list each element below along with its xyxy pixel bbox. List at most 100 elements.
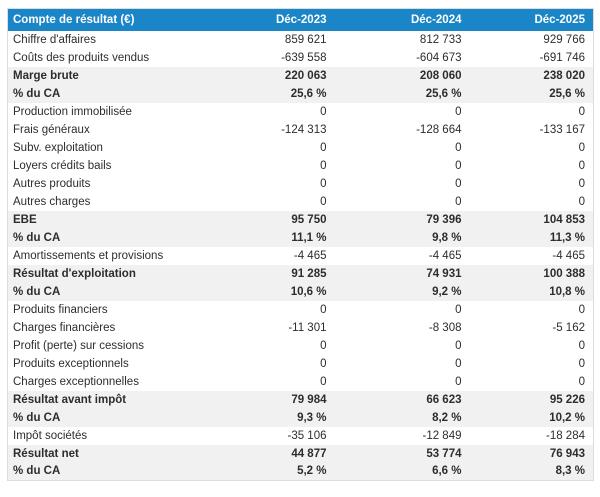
row-label: Charges financières: [13, 321, 116, 334]
row-label: Impôt sociétés: [13, 429, 88, 442]
row-label: Résultat net: [13, 447, 79, 460]
table-row: Charges financières -11 301 -8 308 -5 16…: [7, 318, 594, 337]
row-value-dec-2023: 11,1 %: [291, 231, 327, 244]
row-value-dec-2025: 0: [578, 357, 585, 370]
row-value-dec-2024: 79 396: [426, 213, 462, 226]
row-value-dec-2025: 100 388: [543, 267, 585, 280]
table-row: Chiffre d'affaires 859 621 812 733 929 7…: [7, 30, 594, 49]
row-value-dec-2025: 238 020: [543, 69, 585, 82]
income-statement-table: Compte de résultat (€) Déc-2023 Déc-2024…: [7, 8, 594, 481]
row-value-dec-2023: -11 301: [288, 321, 327, 334]
row-value-dec-2023: 0: [320, 339, 327, 352]
row-value-dec-2024: 0: [455, 375, 462, 388]
row-value-dec-2025: 0: [578, 105, 585, 118]
row-value-dec-2023: 25,6 %: [290, 87, 327, 100]
row-label: Produits financiers: [13, 303, 108, 316]
row-label: % du CA: [13, 411, 61, 424]
row-value-dec-2025: 104 853: [543, 213, 585, 226]
row-value-dec-2023: 0: [320, 375, 327, 388]
row-value-dec-2025: 8,3 %: [555, 465, 585, 478]
row-value-dec-2023: 91 285: [291, 267, 327, 280]
table-row: Résultat d'exploitation 91 285 74 931 10…: [7, 264, 594, 283]
row-value-dec-2024: 53 774: [426, 447, 462, 460]
row-label: % du CA: [13, 285, 61, 298]
row-value-dec-2024: -604 673: [416, 51, 462, 64]
table-row: Résultat net 44 877 53 774 76 943: [7, 444, 594, 463]
table-row: Impôt sociétés -35 106 -12 849 -18 284: [7, 426, 594, 445]
compte-de-resultat: Compte de résultat (€) Déc-2023 Déc-2024…: [7, 8, 594, 481]
row-value-dec-2025: 0: [578, 195, 585, 208]
header-title: Compte de résultat (€): [7, 8, 205, 31]
table-row: % du CA 10,6 % 9,2 % 10,8 %: [7, 282, 594, 301]
table-row: % du CA 9,3 % 8,2 % 10,2 %: [7, 408, 594, 427]
row-value-dec-2025: 10,8 %: [549, 285, 585, 298]
row-value-dec-2025: -133 167: [539, 123, 585, 136]
row-value-dec-2024: 66 623: [426, 393, 462, 406]
row-value-dec-2024: 25,6 %: [425, 87, 462, 100]
row-label: Frais généraux: [13, 123, 90, 136]
table-row: Marge brute 220 063 208 060 238 020: [7, 66, 594, 85]
table-body: Chiffre d'affaires 859 621 812 733 929 7…: [7, 30, 594, 481]
row-label: Résultat d'exploitation: [13, 267, 136, 280]
row-label: Marge brute: [13, 69, 79, 82]
row-label: Subv. exploitation: [13, 141, 103, 154]
row-label: % du CA: [13, 465, 61, 478]
row-label: Amortissements et provisions: [13, 249, 164, 262]
row-label: Produits exceptionnels: [13, 357, 129, 370]
table-row: Charges exceptionnelles 0 0 0: [7, 372, 594, 391]
row-value-dec-2024: 0: [455, 105, 462, 118]
row-value-dec-2024: -8 308: [428, 321, 462, 334]
table-row: Produits exceptionnels 0 0 0: [7, 354, 594, 373]
row-value-dec-2024: -128 664: [416, 123, 462, 136]
row-value-dec-2024: 8,2 %: [432, 411, 462, 424]
table-row: % du CA 5,2 % 6,6 % 8,3 %: [7, 462, 594, 481]
row-label: % du CA: [13, 87, 61, 100]
row-label: Chiffre d'affaires: [13, 33, 96, 46]
row-label: Autres produits: [13, 177, 91, 190]
row-value-dec-2025: 0: [578, 141, 585, 154]
row-value-dec-2023: 9,3 %: [297, 411, 327, 424]
table-row: Production immobilisée 0 0 0: [7, 102, 594, 121]
row-value-dec-2023: 0: [320, 195, 327, 208]
row-value-dec-2023: 44 877: [291, 447, 327, 460]
row-value-dec-2024: 0: [455, 303, 462, 316]
row-label: Loyers crédits bails: [13, 159, 112, 172]
table-row: Profit (perte) sur cessions 0 0 0: [7, 336, 594, 355]
header-col-dec-2024: Déc-2024: [334, 8, 470, 31]
row-value-dec-2023: 0: [320, 141, 327, 154]
table-row: Amortissements et provisions -4 465 -4 4…: [7, 246, 594, 265]
row-value-dec-2024: 0: [455, 177, 462, 190]
header-col-dec-2023: Déc-2023: [204, 8, 335, 31]
row-value-dec-2023: 0: [320, 105, 327, 118]
table-row: Autres produits 0 0 0: [7, 174, 594, 193]
row-value-dec-2023: 0: [320, 159, 327, 172]
table-row: Frais généraux -124 313 -128 664 -133 16…: [7, 120, 594, 139]
row-value-dec-2023: 95 750: [291, 213, 327, 226]
table-header: Compte de résultat (€) Déc-2023 Déc-2024…: [7, 8, 594, 31]
row-value-dec-2025: 0: [578, 339, 585, 352]
row-value-dec-2024: -4 465: [428, 249, 462, 262]
table-row: % du CA 11,1 % 9,8 % 11,3 %: [7, 228, 594, 247]
row-label: Coûts des produits vendus: [13, 51, 150, 64]
row-value-dec-2025: 11,3 %: [549, 231, 585, 244]
row-value-dec-2024: 9,2 %: [432, 285, 462, 298]
row-value-dec-2024: 6,6 %: [432, 465, 462, 478]
row-value-dec-2024: 0: [455, 159, 462, 172]
row-value-dec-2025: 0: [578, 375, 585, 388]
row-value-dec-2023: -35 106: [287, 429, 327, 442]
row-value-dec-2024: 9,8 %: [432, 231, 462, 244]
row-value-dec-2025: 25,6 %: [549, 87, 585, 100]
row-value-dec-2024: 0: [455, 195, 462, 208]
row-value-dec-2023: -639 558: [281, 51, 327, 64]
row-value-dec-2023: 5,2 %: [297, 465, 327, 478]
row-value-dec-2024: 812 733: [419, 33, 462, 46]
row-value-dec-2023: -4 465: [293, 249, 327, 262]
row-value-dec-2023: 10,6 %: [290, 285, 327, 298]
row-value-dec-2023: -124 313: [281, 123, 327, 136]
header-row: Compte de résultat (€) Déc-2023 Déc-2024…: [7, 8, 594, 31]
table-row: % du CA 25,6 % 25,6 % 25,6 %: [7, 84, 594, 103]
row-value-dec-2024: 74 931: [426, 267, 462, 280]
row-value-dec-2025: 76 943: [549, 447, 585, 460]
row-value-dec-2023: 0: [320, 357, 327, 370]
row-value-dec-2025: -5 162: [552, 321, 585, 334]
